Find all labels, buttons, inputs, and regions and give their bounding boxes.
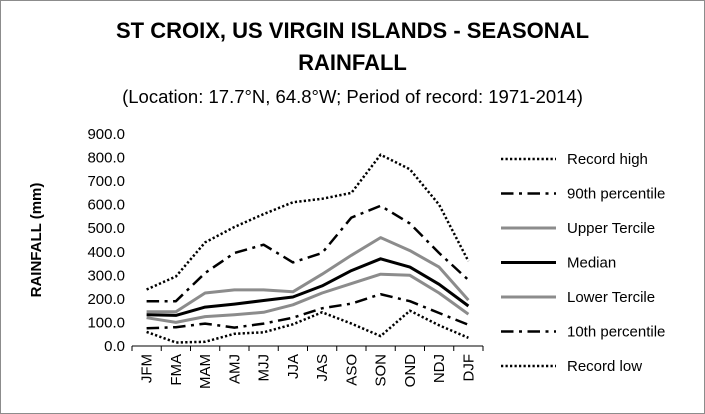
legend-label-lower-tercile: Lower Tercile — [567, 289, 655, 306]
y-tick-label: 800.0 — [87, 150, 125, 167]
y-tick-label: 400.0 — [87, 244, 125, 261]
legend-label-record-high: Record high — [567, 151, 648, 168]
series-line-record-low — [146, 309, 469, 344]
title-line-1: ST CROIX, US VIRGIN ISLANDS - SEASONAL — [115, 18, 590, 43]
y-axis-label: RAINFALL (mm) — [28, 183, 45, 298]
x-tick-label: SON — [373, 354, 390, 387]
legend-label-90th-percentile: 90th percentile — [567, 186, 665, 203]
x-tick-label: DJF — [460, 354, 477, 382]
y-tick-label: 500.0 — [87, 220, 125, 237]
chart-title: ST CROIX, US VIRGIN ISLANDS - SEASONAL R… — [1, 15, 704, 79]
series-line-median — [146, 257, 470, 317]
x-tick-label: JFM — [139, 354, 156, 383]
series-line-90th-percentile — [146, 204, 470, 303]
series-group — [146, 153, 470, 344]
series-line-10th-percentile — [146, 292, 469, 330]
chart-subtitle: (Location: 17.7°N, 64.8°W; Period of rec… — [122, 86, 583, 107]
series-line-lower-tercile — [146, 272, 470, 324]
y-tick-label: 300.0 — [87, 267, 125, 284]
y-tick-label: 600.0 — [87, 197, 125, 214]
legend-label-upper-tercile: Upper Tercile — [567, 220, 655, 237]
legend-label-record-low: Record low — [567, 358, 642, 375]
y-tick-label: 900.0 — [87, 126, 125, 143]
series-line-record-high — [146, 153, 470, 291]
axes-group: 0.0 100.0 200.0 300.0 400.0 500.0 600.0 700.0 80… — [28, 126, 484, 389]
legend-label-median: Median — [567, 255, 616, 272]
x-tick-label: MAM — [197, 354, 214, 389]
x-tick-label: FMA — [168, 354, 185, 386]
legend-label-10th-percentile: 10th percentile — [567, 324, 665, 341]
y-tick-label: 200.0 — [87, 291, 125, 308]
x-tick-label: JAS — [314, 354, 331, 382]
x-tick-label: MJJ — [256, 354, 273, 382]
legend-group: Record high 90th percentile Upper Tercile M… — [501, 151, 665, 375]
x-tick-label: JJA — [285, 354, 302, 379]
y-tick-label: 700.0 — [87, 173, 125, 190]
title-line-2: RAINFALL — [298, 50, 407, 75]
x-tick-label: NDJ — [431, 354, 448, 383]
x-tick-label: OND — [402, 354, 419, 388]
x-tick-label: ASO — [343, 354, 360, 386]
x-tick-label: AMJ — [226, 354, 243, 384]
y-tick-label: 100.0 — [87, 314, 125, 331]
y-tick-label: 0.0 — [104, 338, 125, 355]
series-line-upper-tercile — [146, 236, 470, 314]
